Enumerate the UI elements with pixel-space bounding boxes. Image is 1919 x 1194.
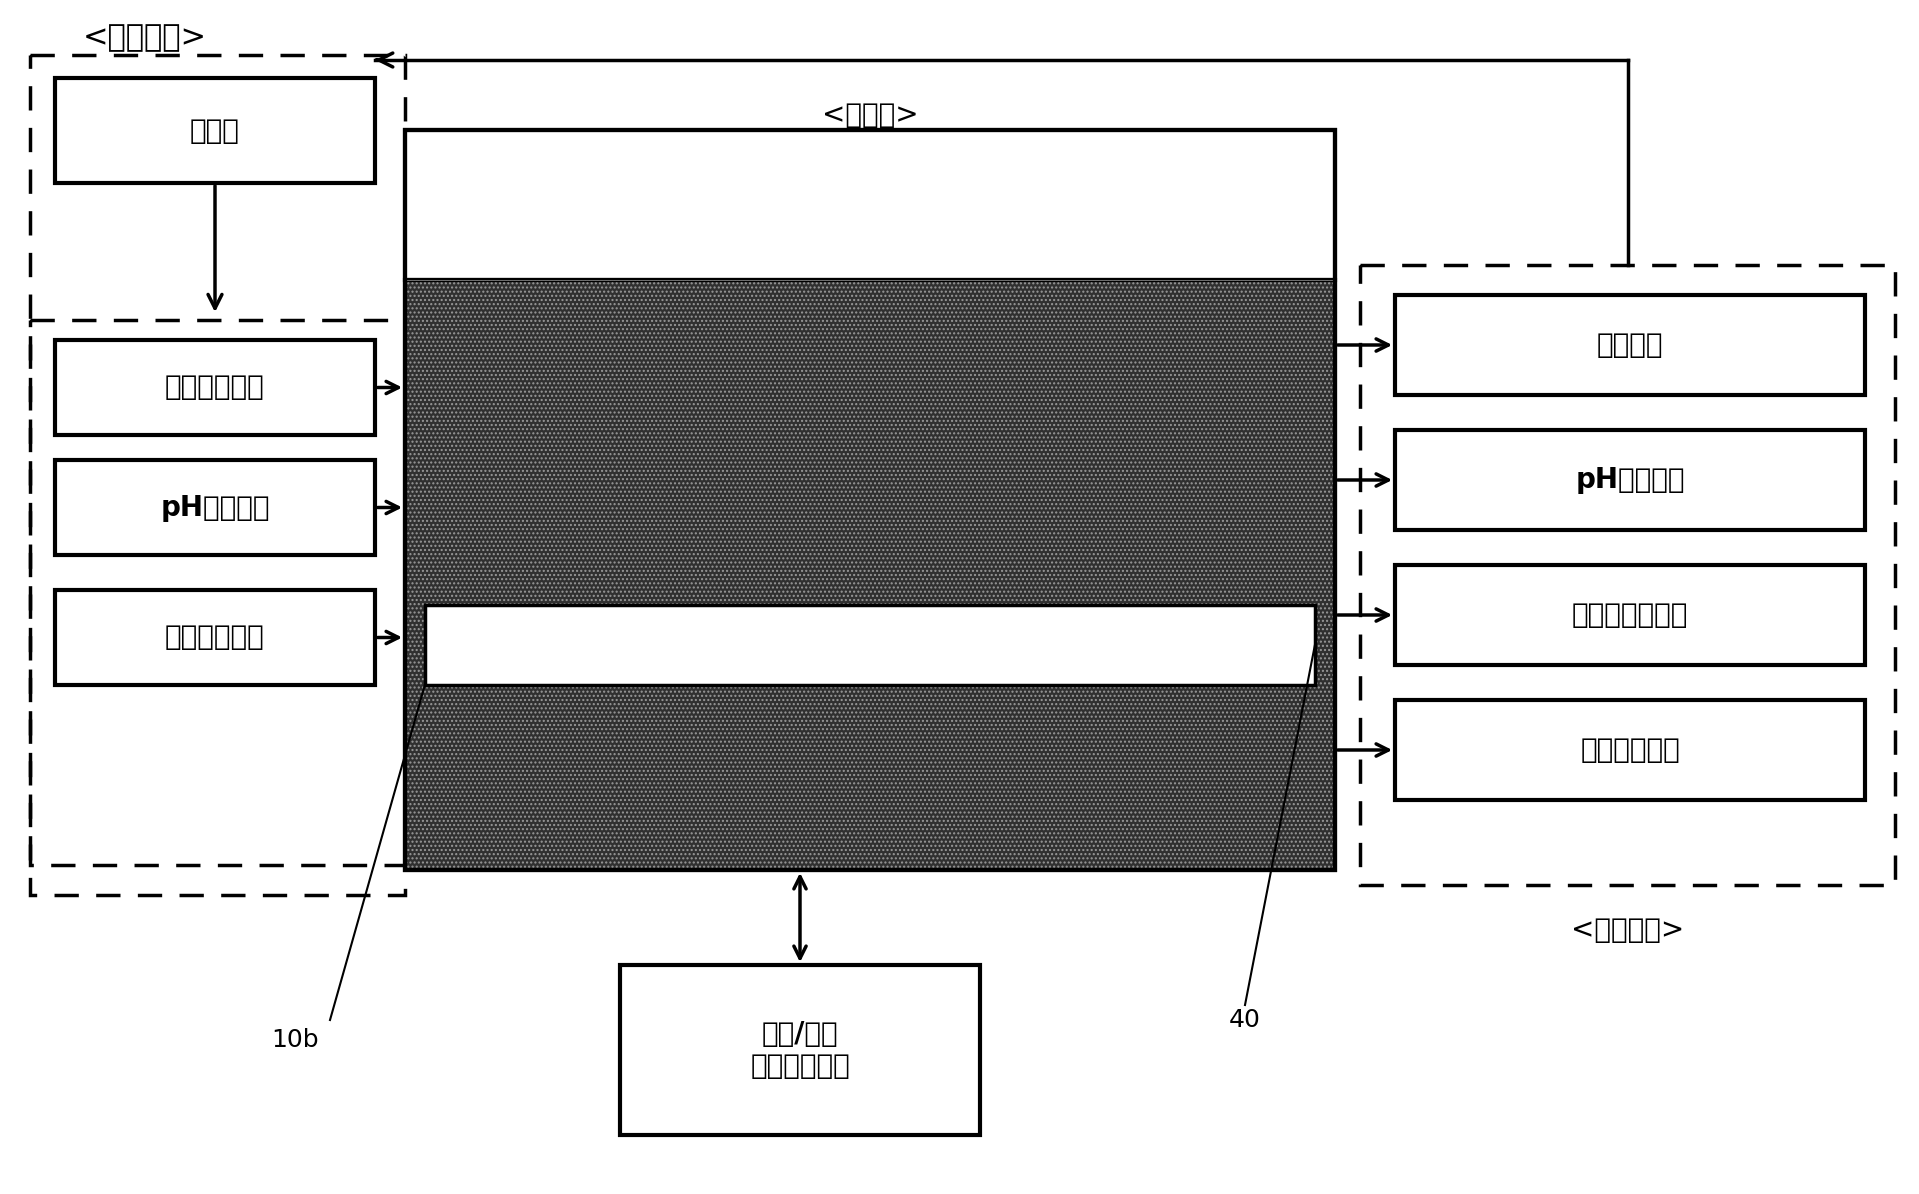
Text: <调节装置>: <调节装置> bbox=[83, 24, 207, 53]
Bar bbox=[405, 281, 1336, 870]
Bar bbox=[56, 590, 374, 685]
Text: pH测定装置: pH测定装置 bbox=[1575, 466, 1685, 494]
Text: 温度/压力
测定和控制部: 温度/压力 测定和控制部 bbox=[750, 1020, 850, 1081]
Bar bbox=[1395, 295, 1865, 395]
Text: <贮藏槽>: <贮藏槽> bbox=[821, 101, 919, 129]
Bar bbox=[1361, 265, 1894, 885]
Bar bbox=[31, 55, 405, 895]
Bar bbox=[424, 604, 1315, 684]
Text: 浊度测定装置: 浊度测定装置 bbox=[1579, 736, 1679, 764]
Bar bbox=[405, 281, 1336, 870]
Bar bbox=[56, 340, 374, 435]
Text: 染料供给装置: 染料供给装置 bbox=[165, 374, 265, 401]
Text: 吸光装置: 吸光装置 bbox=[1597, 331, 1664, 359]
Text: 40: 40 bbox=[1228, 1008, 1261, 1032]
Text: 电导率测定装置: 电导率测定装置 bbox=[1572, 601, 1689, 629]
Bar bbox=[1395, 565, 1865, 665]
Text: 溶剂供给装置: 溶剂供给装置 bbox=[165, 623, 265, 652]
Bar bbox=[31, 320, 405, 864]
Text: 控制部: 控制部 bbox=[190, 117, 240, 144]
Bar bbox=[56, 460, 374, 555]
Bar bbox=[620, 965, 981, 1135]
Bar bbox=[56, 78, 374, 183]
Text: pH调节装置: pH调节装置 bbox=[161, 493, 271, 522]
Bar bbox=[1395, 700, 1865, 800]
Text: <监测装置>: <监测装置> bbox=[1572, 916, 1685, 944]
Bar bbox=[405, 130, 1336, 870]
Text: 10b: 10b bbox=[271, 1028, 319, 1052]
Bar bbox=[405, 130, 1336, 281]
Bar bbox=[1395, 430, 1865, 530]
